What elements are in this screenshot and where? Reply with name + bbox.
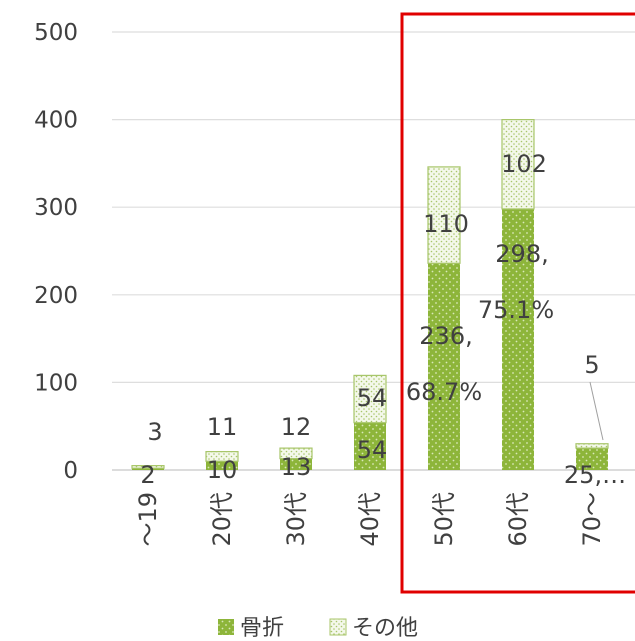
data-label-fracture: 2 — [140, 461, 155, 489]
data-label-other: 12 — [281, 413, 312, 441]
data-label-other: 5 — [584, 351, 599, 379]
y-tick-label: 400 — [34, 108, 78, 134]
bar-segment-other — [501, 118, 535, 210]
data-label-other: 110 — [423, 210, 469, 238]
bar-segment-other — [131, 465, 165, 469]
highlight-box — [400, 12, 635, 594]
x-category-label: 40代 — [356, 492, 384, 547]
bar-segment-other — [575, 443, 609, 449]
data-label-other: 11 — [207, 413, 238, 441]
bar-segment-fracture — [502, 208, 534, 470]
bar-segment-other — [427, 166, 461, 264]
legend-label-fracture: 骨折 — [240, 616, 284, 641]
data-label-other: 3 — [147, 418, 162, 446]
bar-segment-other — [205, 451, 239, 462]
data-label-fracture: 10 — [207, 456, 238, 484]
data-label-fracture: 236, 68.7% — [406, 322, 482, 406]
data-label-fracture: 298, 75.1% — [478, 240, 554, 324]
bar-segment-fracture — [280, 458, 312, 470]
legend-swatch-fracture — [218, 619, 234, 635]
x-category-label: ～19 — [134, 492, 162, 547]
bar-segment-fracture — [576, 448, 608, 470]
bar-segment-other — [353, 374, 387, 424]
x-category-label: 50代 — [430, 492, 458, 547]
bar-segment-fracture — [206, 461, 238, 470]
bar-segment-fracture — [132, 468, 164, 470]
x-category-label: 30代 — [282, 492, 310, 547]
y-tick-label: 500 — [34, 20, 78, 46]
bar-segment-other — [279, 447, 313, 460]
data-label-fracture: 54 — [357, 436, 388, 464]
x-category-label: 60代 — [504, 492, 532, 547]
legend-swatch-other — [329, 618, 347, 636]
bar-segment-fracture — [354, 422, 386, 470]
label-leader-line — [589, 381, 604, 441]
x-category-label: 70～ — [578, 492, 606, 547]
bar-segment-fracture — [428, 263, 460, 470]
legend-label-other: その他 — [352, 616, 418, 641]
data-label-other: 102 — [501, 150, 547, 178]
y-tick-label: 0 — [63, 458, 78, 484]
data-label-fracture: 13 — [281, 453, 312, 481]
y-tick-label: 300 — [34, 195, 78, 221]
x-category-label: 20代 — [208, 492, 236, 547]
data-label-fracture: 25,… — [564, 461, 626, 489]
data-label-other: 54 — [357, 384, 388, 412]
y-tick-label: 200 — [34, 283, 78, 309]
y-tick-label: 100 — [34, 370, 78, 396]
